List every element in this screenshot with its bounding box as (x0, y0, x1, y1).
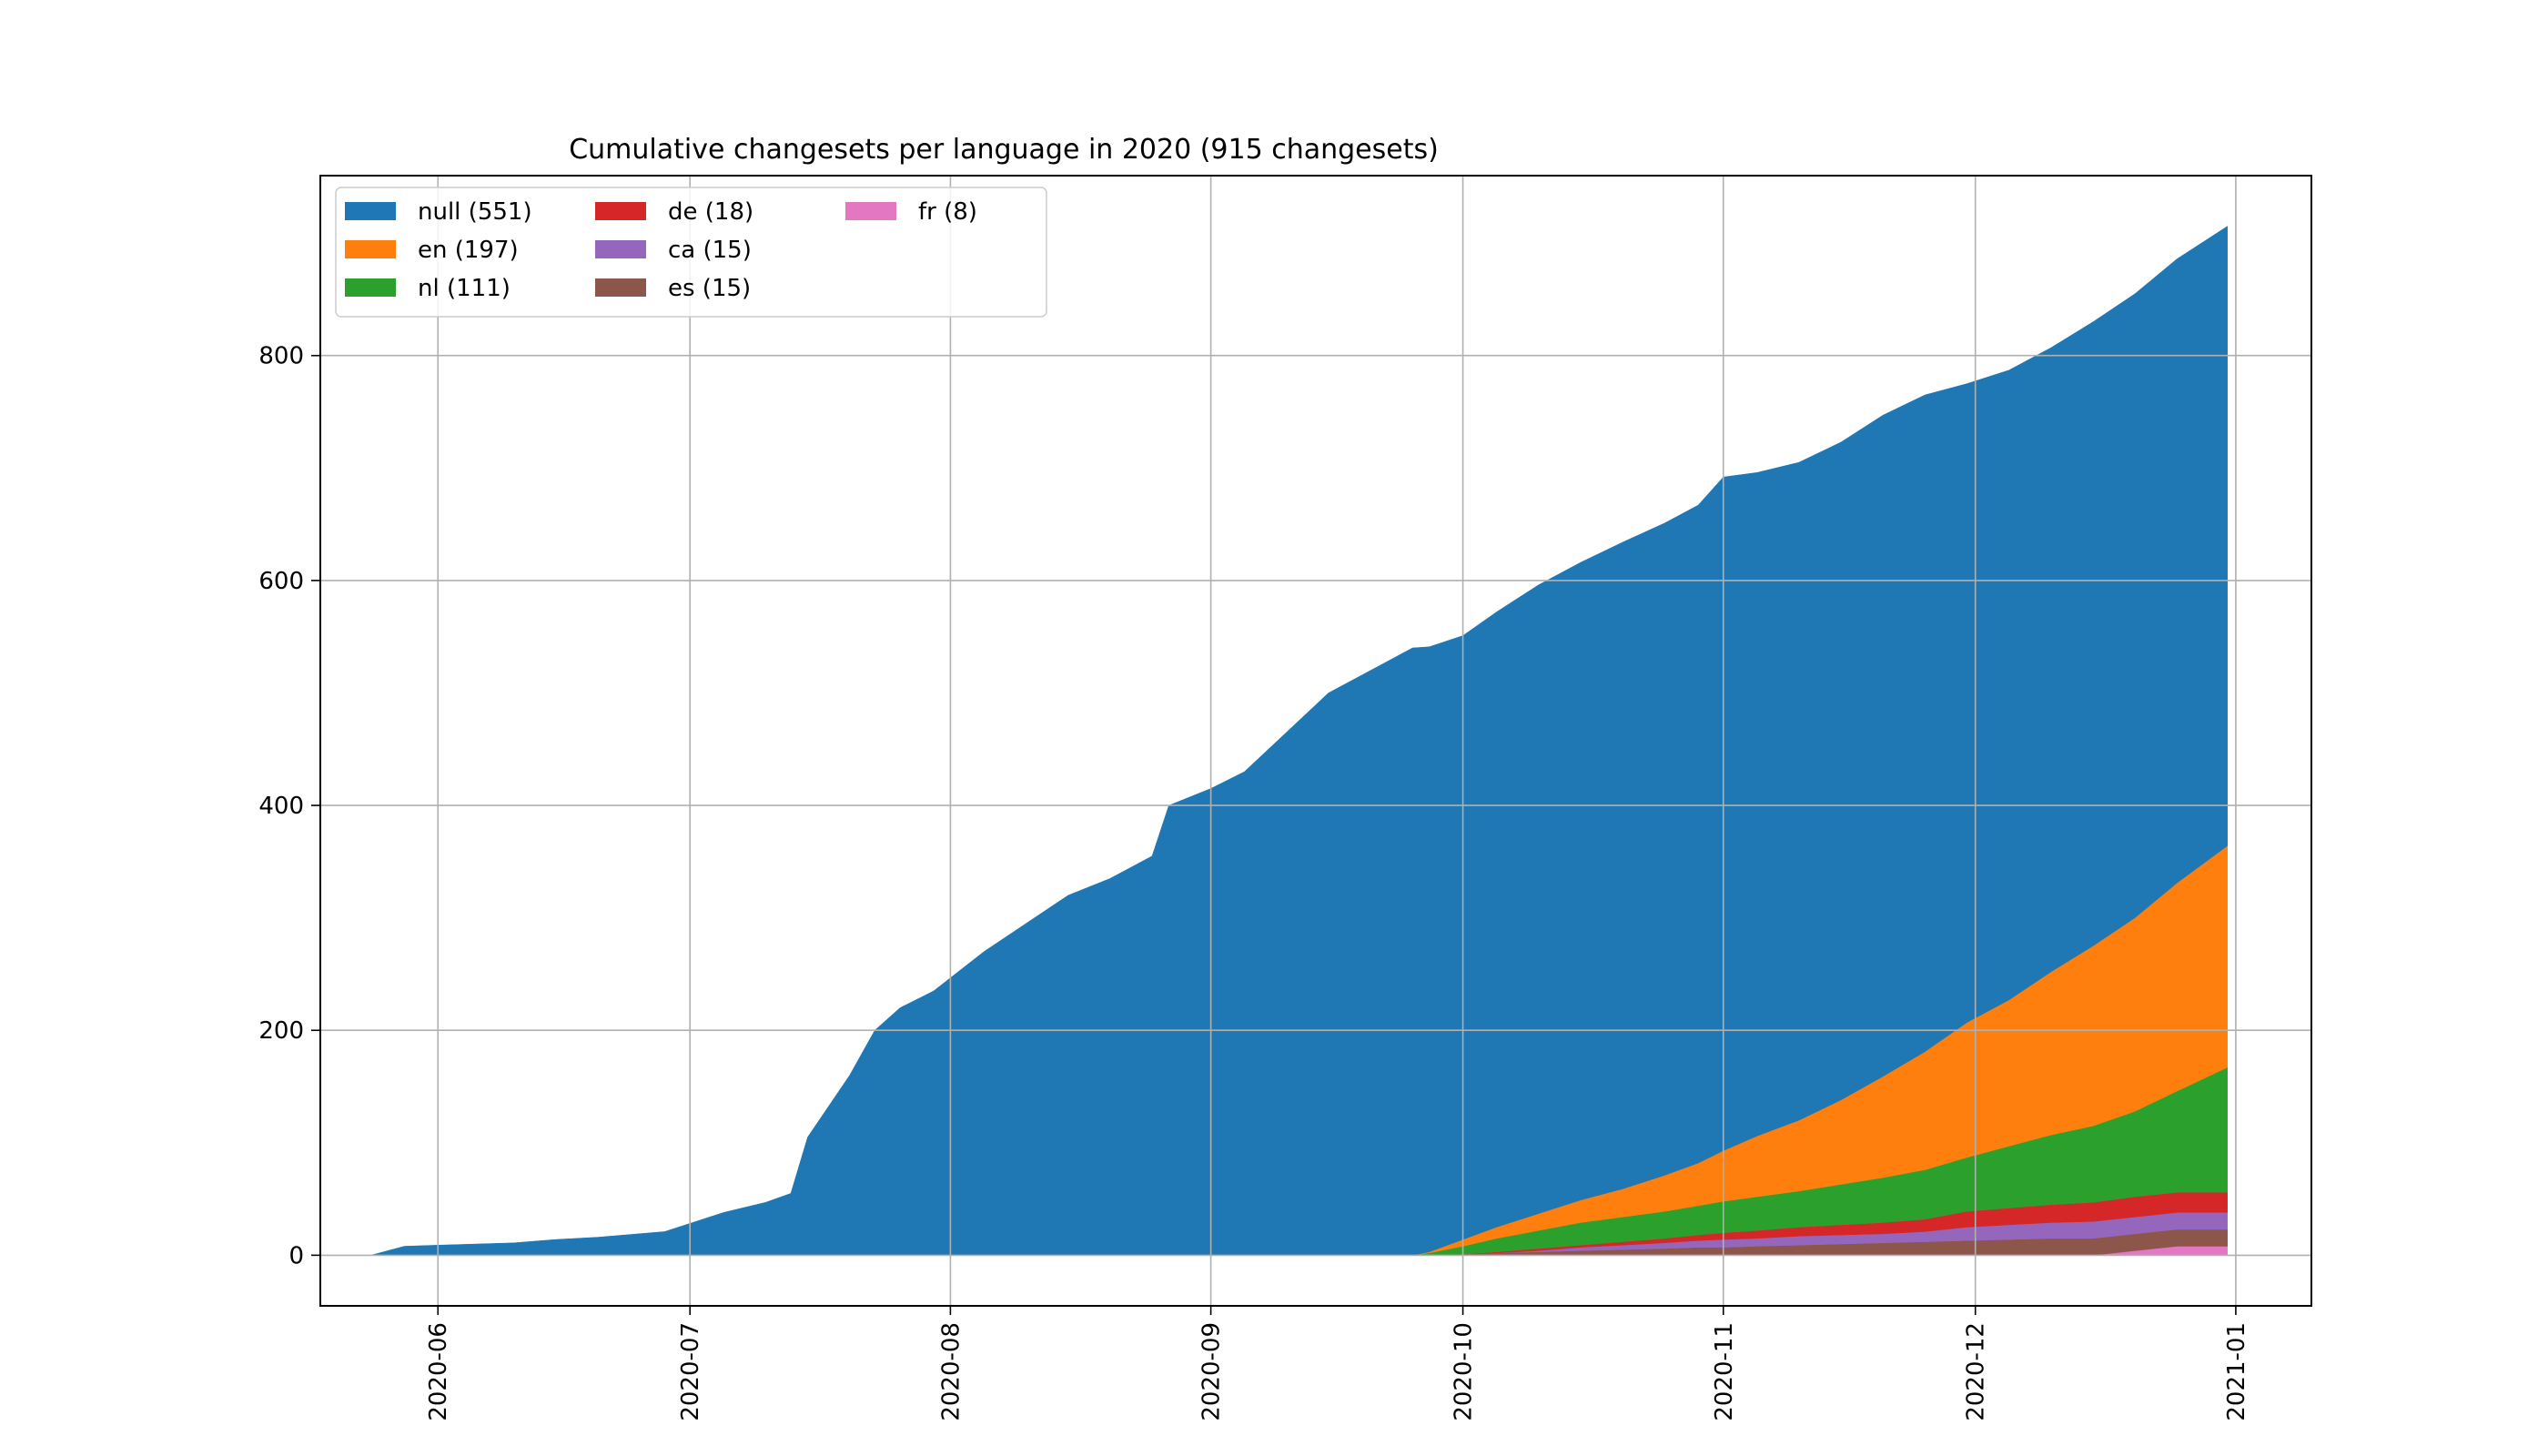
grid-lines (320, 176, 2311, 1306)
legend: null (551) en (197) nl (111) de (18) ca (15)… (335, 187, 1047, 318)
x-tick-label: 2020-12 (1963, 1322, 1990, 1421)
legend-swatch (595, 278, 646, 297)
y-tick-label: 0 (288, 1242, 304, 1269)
legend-label: null (551) (418, 198, 532, 226)
y-tick-label: 400 (258, 793, 304, 820)
legend-label: nl (111) (418, 275, 511, 302)
legend-label: fr (8) (918, 198, 977, 226)
chart-title: Cumulative changesets per language in 20… (569, 134, 1439, 166)
legend-swatch (345, 240, 396, 258)
x-tick-label: 2021-01 (2223, 1322, 2250, 1421)
plot-frame (319, 175, 2312, 1307)
axes: 2020-06 2020-07 2020-08 2020-09 2020-10 2020-… (258, 175, 2312, 1421)
x-tick-label: 2020-11 (1711, 1322, 1738, 1421)
legend-swatch (595, 240, 646, 258)
legend-label: es (15) (668, 275, 751, 302)
x-tick-label: 2020-07 (677, 1322, 704, 1421)
legend-label: en (197) (418, 237, 519, 264)
y-tick-label: 600 (258, 568, 304, 595)
y-tick-label: 800 (258, 343, 304, 370)
x-tick-label: 2020-10 (1451, 1322, 1478, 1421)
legend-swatch (345, 202, 396, 220)
x-tick-label: 2020-09 (1198, 1322, 1226, 1421)
x-tick-label: 2020-08 (937, 1322, 965, 1421)
x-tick-label: 2020-06 (425, 1322, 452, 1421)
legend-label: ca (15) (668, 237, 752, 264)
legend-swatch (845, 202, 896, 220)
legend-swatch (345, 278, 396, 297)
legend-label: de (18) (668, 198, 753, 226)
legend-swatch (595, 202, 646, 220)
y-tick-label: 200 (258, 1017, 304, 1045)
